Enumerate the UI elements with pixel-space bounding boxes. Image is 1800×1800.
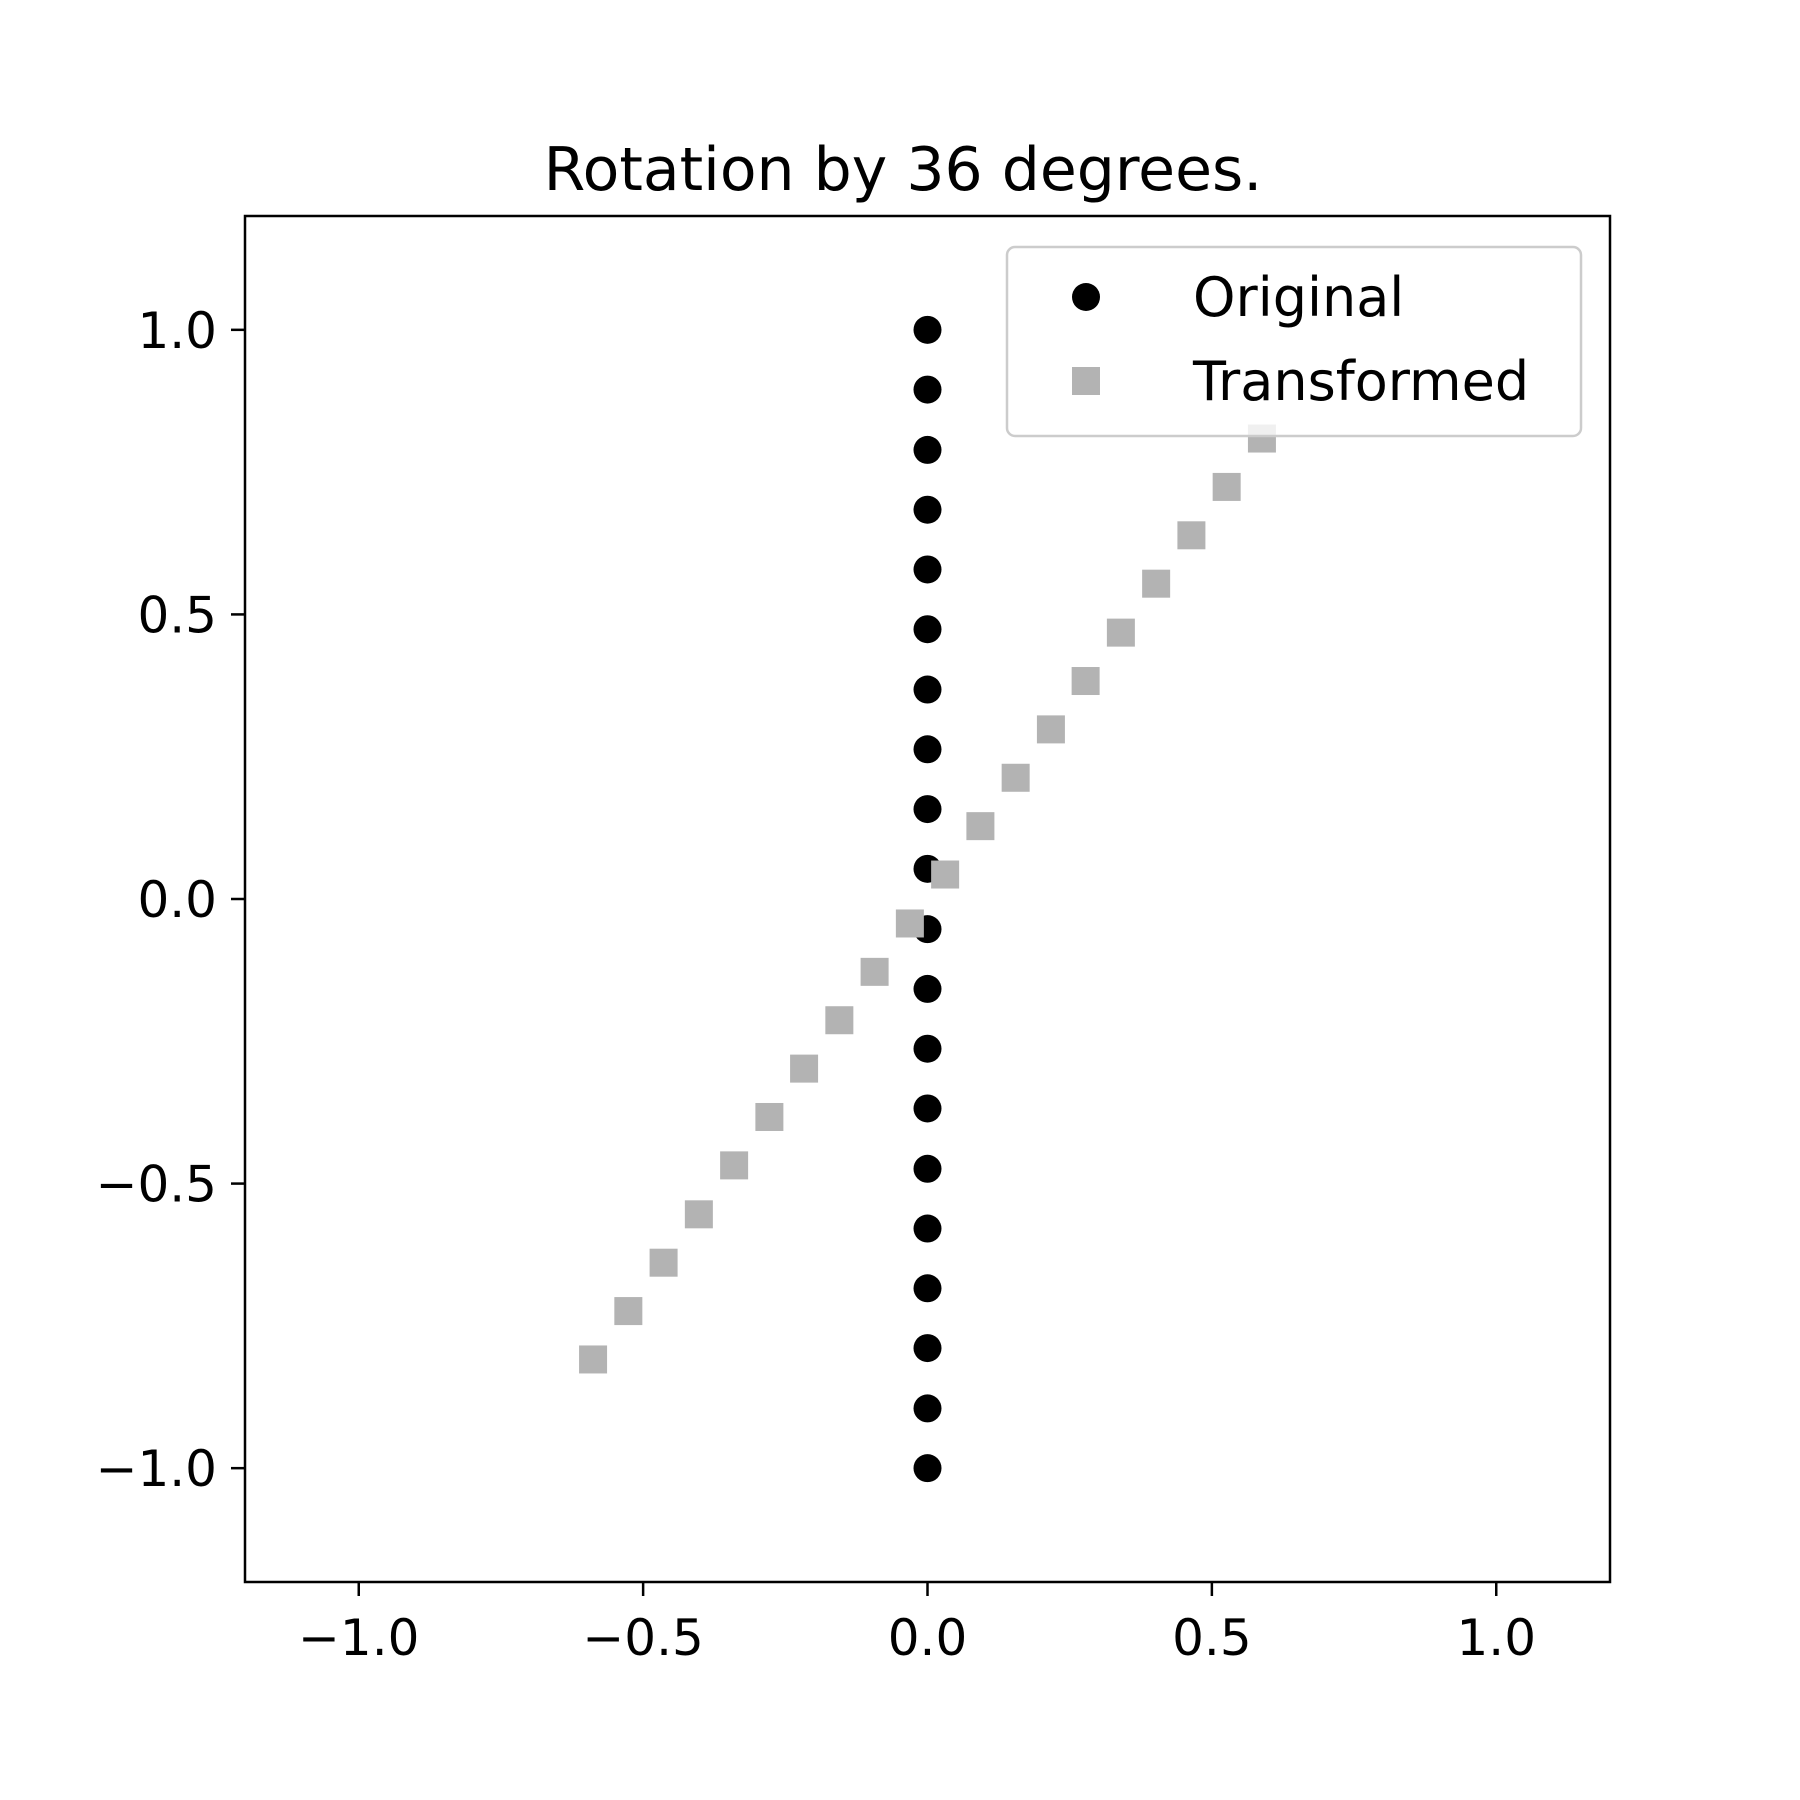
x-tick-label: 0.5 — [1172, 1609, 1252, 1667]
series-original — [913, 315, 942, 1483]
data-point-transformed — [1001, 763, 1030, 792]
data-point-original — [913, 1394, 942, 1423]
data-point-original — [913, 974, 942, 1003]
x-tick-label: −1.0 — [298, 1609, 419, 1667]
x-tick-label: −0.5 — [582, 1609, 703, 1667]
data-point-original — [913, 1094, 942, 1123]
data-point-original — [913, 1154, 942, 1183]
data-point-transformed — [1142, 569, 1171, 598]
data-point-transformed — [755, 1102, 784, 1131]
data-point-original — [913, 1034, 942, 1063]
legend-box — [1005, 245, 1583, 438]
data-point-transformed — [860, 957, 889, 986]
data-point-transformed — [966, 812, 995, 841]
y-tick-label: 0.0 — [137, 871, 217, 929]
data-point-original — [913, 375, 942, 404]
data-point-transformed — [684, 1200, 713, 1229]
y-tick-label: −1.0 — [96, 1440, 217, 1498]
legend: Original Transformed — [1005, 245, 1583, 438]
data-point-transformed — [1177, 521, 1206, 550]
data-point-original — [913, 735, 942, 764]
x-tick-label: 1.0 — [1456, 1609, 1536, 1667]
data-point-original — [913, 495, 942, 524]
data-point-original — [913, 555, 942, 584]
data-point-transformed — [1071, 667, 1100, 696]
series-transformed — [579, 424, 1276, 1374]
legend-marker-transformed — [1072, 367, 1100, 395]
legend-label-transformed: Transformed — [1192, 350, 1529, 413]
data-point-original — [913, 1214, 942, 1243]
y-tick-label: −0.5 — [96, 1156, 217, 1214]
y-tick-label: 0.5 — [137, 586, 217, 644]
plot-area: −1.0 −0.5 0.0 0.5 1.0 −1.0 −0.5 0.0 0.5 1.0 Origin… — [96, 214, 1612, 1667]
legend-marker-original — [1072, 283, 1100, 311]
data-point-original — [913, 675, 942, 704]
data-point-transformed — [895, 909, 924, 938]
data-point-transformed — [720, 1151, 749, 1180]
data-point-transformed — [1212, 472, 1241, 501]
data-point-transformed — [825, 1006, 854, 1035]
x-tick-label: 0.0 — [888, 1609, 968, 1667]
data-point-original — [913, 435, 942, 464]
data-point-transformed — [790, 1054, 819, 1083]
data-point-transformed — [1106, 618, 1135, 647]
data-point-transformed — [579, 1345, 608, 1374]
chart-title: Rotation by 36 degrees. — [544, 135, 1263, 205]
data-point-original — [913, 1274, 942, 1303]
data-point-transformed — [1036, 715, 1065, 744]
data-point-transformed — [614, 1297, 643, 1326]
data-point-transformed — [931, 860, 960, 889]
data-point-original — [913, 1454, 942, 1483]
data-point-transformed — [649, 1248, 678, 1277]
y-tick-label: 1.0 — [137, 302, 217, 360]
data-point-original — [913, 795, 942, 824]
data-point-original — [913, 315, 942, 344]
data-point-original — [913, 615, 942, 644]
legend-label-original: Original — [1193, 266, 1404, 329]
data-point-original — [913, 1334, 942, 1363]
